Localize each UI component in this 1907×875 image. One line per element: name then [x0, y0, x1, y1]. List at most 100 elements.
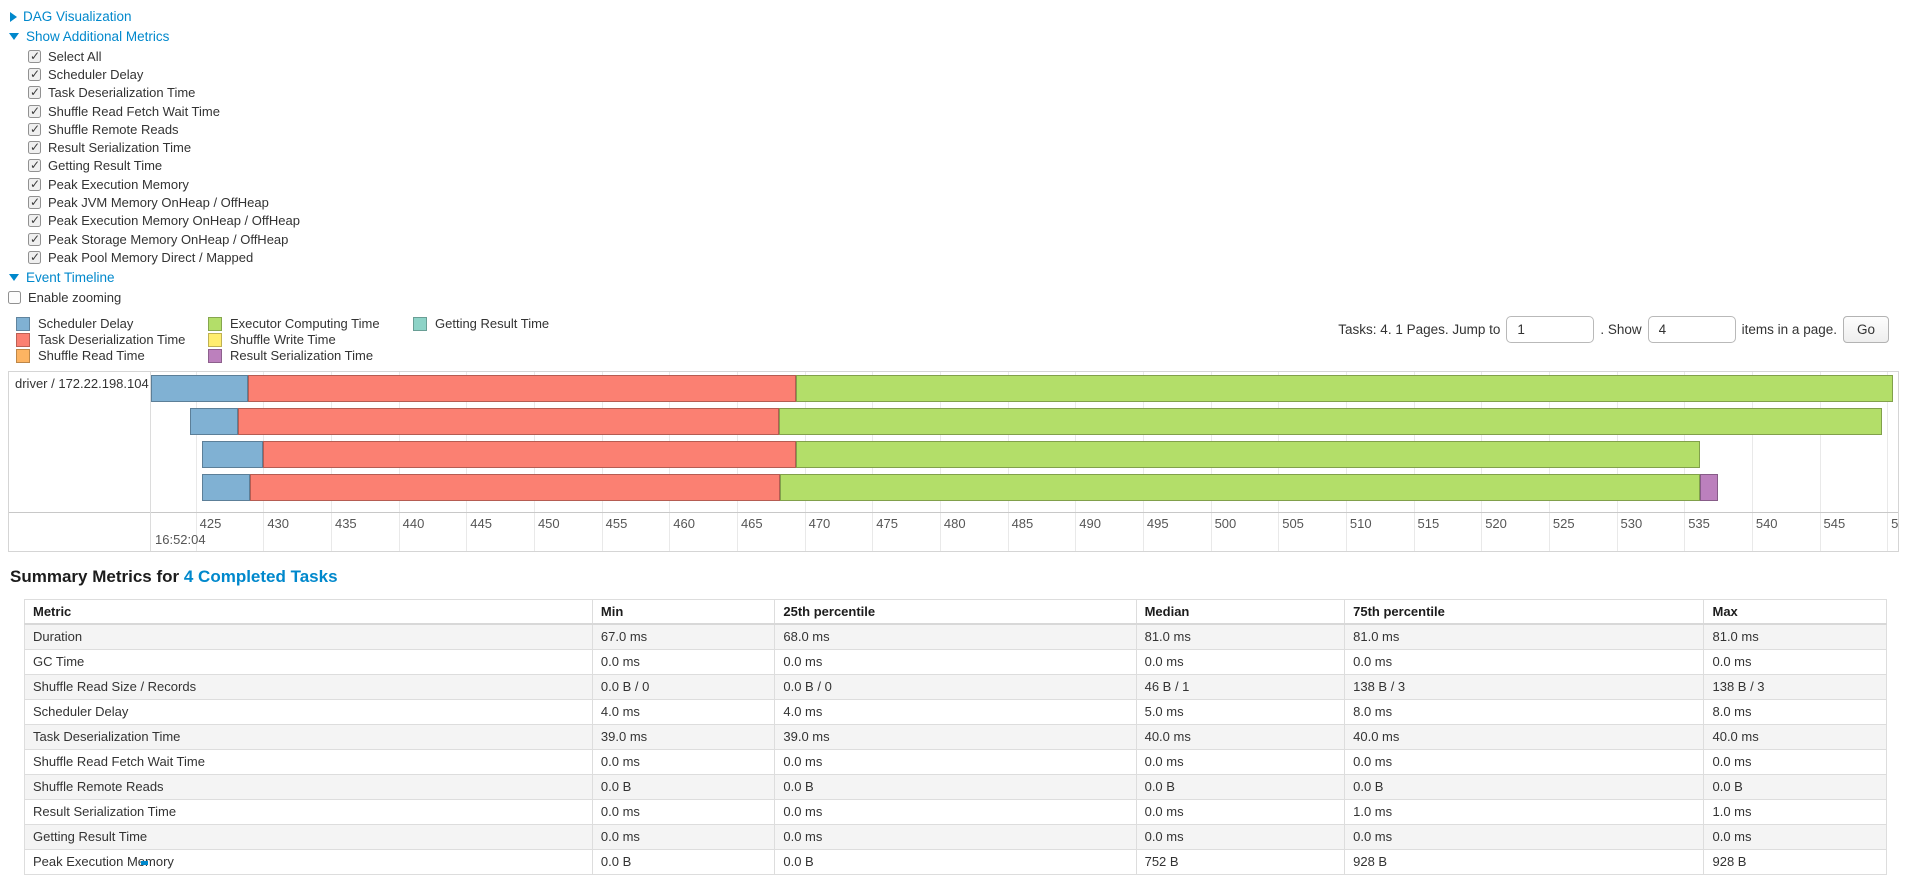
- collapsed-arrow-icon: [10, 11, 17, 22]
- metric-checkbox[interactable]: [28, 232, 41, 246]
- timeline-tick-label: 515: [1417, 515, 1440, 531]
- metric-checkbox-item[interactable]: Shuffle Remote Reads: [28, 120, 1899, 138]
- metric-checkbox-item[interactable]: Scheduler Delay: [28, 65, 1899, 83]
- task-bar-segment-result-serialization[interactable]: [1700, 473, 1718, 501]
- task-bar-segment-scheduler-delay[interactable]: [190, 407, 238, 435]
- metric-checkbox-item[interactable]: Getting Result Time: [28, 157, 1899, 175]
- table-cell: 0.0 B / 0: [774, 673, 1137, 700]
- table-row: Scheduler Delay 4.0 ms 4.0 ms 5.0 ms 8.0 ms 8…: [24, 698, 1887, 725]
- legend-swatch-icon: [208, 348, 222, 363]
- timeline-tick-label: 500: [1214, 515, 1237, 531]
- table-cell: 0.0 ms: [1344, 648, 1705, 675]
- table-cell: 0.0 ms: [591, 823, 776, 850]
- metric-checkbox-item[interactable]: Peak JVM Memory OnHeap / OffHeap: [28, 193, 1899, 211]
- timeline-gridline: [1751, 371, 1753, 551]
- metric-checkbox-label: Shuffle Remote Reads: [48, 121, 179, 137]
- metric-checkbox[interactable]: [28, 122, 41, 136]
- metric-checkbox-label: Select All: [48, 48, 102, 64]
- metric-checkbox-item[interactable]: Select All: [28, 47, 1899, 65]
- metric-checkbox[interactable]: [28, 177, 41, 191]
- event-timeline-link[interactable]: Event Timeline: [26, 269, 115, 285]
- table-cell: 0.0 ms: [1344, 748, 1705, 775]
- metric-checkbox-label: Peak Storage Memory OnHeap / OffHeap: [48, 231, 289, 247]
- enable-zooming-row: Enable zooming: [8, 289, 1899, 307]
- timeline-tick-label: 450: [537, 515, 560, 531]
- metric-checkbox[interactable]: [28, 49, 41, 63]
- metric-checkbox[interactable]: [28, 85, 41, 100]
- timeline-tick-label: 435: [334, 515, 357, 531]
- metric-checkbox-label: Scheduler Delay: [48, 66, 144, 82]
- task-pagination: Tasks: 4. 1 Pages. Jump to . Show items …: [1338, 315, 1889, 343]
- pagination-prefix-text: Tasks: 4. 1 Pages. Jump to: [1338, 321, 1501, 337]
- legend-label: Shuffle Read Time: [38, 348, 145, 364]
- table-row: Result Serialization Time 0.0 ms 0.0 ms 0.0…: [24, 798, 1887, 825]
- show-additional-metrics-toggle[interactable]: Show Additional Metrics: [8, 27, 1899, 46]
- metric-checkbox-label: Peak Execution Memory OnHeap / OffHeap: [48, 213, 300, 229]
- table-row: Duration 67.0 ms 68.0 ms 81.0 ms 81.0 ms 81.0…: [24, 623, 1887, 650]
- timeline-axis-line: [9, 511, 1898, 513]
- metric-checkbox[interactable]: [28, 158, 41, 173]
- timeline-tick-label: 490: [1079, 515, 1101, 531]
- table-cell: 0.0 B: [1344, 773, 1705, 800]
- legend-pagination-row: Scheduler Delay Task Deserialization Time…: [8, 315, 1899, 364]
- task-bar-segment-executor-computing[interactable]: [796, 374, 1893, 402]
- task-bar-segment-executor-computing[interactable]: [796, 440, 1701, 468]
- legend-item: Result Serialization Time: [208, 348, 413, 364]
- metric-checkbox[interactable]: [28, 67, 41, 81]
- table-cell: Shuffle Read Size / Records: [24, 673, 593, 700]
- table-row: Shuffle Remote Reads 0.0 B 0.0 B 0.0 B 0.0 B…: [24, 773, 1887, 800]
- task-bar-segment-task-deserialization[interactable]: [237, 407, 779, 435]
- metric-checkbox-item[interactable]: Shuffle Read Fetch Wait Time: [28, 102, 1899, 120]
- go-button[interactable]: Go: [1842, 315, 1889, 343]
- event-timeline-toggle[interactable]: Event Timeline: [8, 268, 1899, 287]
- metric-checkbox-item[interactable]: Peak Execution Memory: [28, 175, 1899, 193]
- timeline-tick-label: 475: [876, 515, 898, 531]
- task-bar-segment-task-deserialization[interactable]: [248, 374, 797, 402]
- show-additional-metrics-link[interactable]: Show Additional Metrics: [26, 29, 170, 44]
- table-cell: 0.0 ms: [1344, 823, 1705, 850]
- task-bar-segment-scheduler-delay[interactable]: [202, 473, 250, 501]
- table-cell: 0.0 ms: [1703, 748, 1887, 775]
- table-cell: 0.0 ms: [774, 648, 1137, 675]
- table-cell: 0.0 ms: [591, 748, 776, 775]
- table-cell: Peak Execution Memory: [24, 848, 593, 875]
- task-bar-segment-task-deserialization[interactable]: [249, 473, 781, 501]
- jump-to-page-input[interactable]: [1506, 315, 1595, 343]
- legend-swatch-icon: [208, 332, 222, 347]
- timeline-tick-label: 485: [1011, 515, 1034, 531]
- metric-checkbox-item[interactable]: Peak Execution Memory OnHeap / OffHeap: [28, 212, 1899, 230]
- metric-checkbox[interactable]: [28, 104, 41, 118]
- task-bar-segment-task-deserialization[interactable]: [263, 440, 797, 468]
- metric-checkbox-item[interactable]: Peak Pool Memory Direct / Mapped: [28, 248, 1899, 266]
- table-cell: Shuffle Remote Reads: [24, 773, 593, 800]
- metric-checkbox-item[interactable]: Peak Storage Memory OnHeap / OffHeap: [28, 230, 1899, 248]
- table-cell: 8.0 ms: [1703, 698, 1887, 725]
- items-per-page-input[interactable]: [1647, 315, 1736, 343]
- metric-checkbox-item[interactable]: Result Serialization Time: [28, 138, 1899, 156]
- dag-visualization-toggle[interactable]: DAG Visualization: [8, 7, 1899, 26]
- table-cell: 81.0 ms: [1344, 623, 1705, 650]
- task-bar-segment-executor-computing[interactable]: [780, 473, 1701, 501]
- table-row: Shuffle Read Fetch Wait Time 0.0 ms 0.0 ms…: [24, 748, 1887, 775]
- table-cell: 0.0 B: [591, 773, 776, 800]
- metric-checkbox-item[interactable]: Task Deserialization Time: [28, 84, 1899, 102]
- table-cell: Duration: [24, 623, 593, 650]
- completed-tasks-link[interactable]: 4 Completed Tasks: [183, 566, 338, 586]
- metric-checkbox[interactable]: [28, 250, 41, 264]
- metric-checkbox[interactable]: [28, 213, 41, 228]
- timeline-tick-label: 440: [402, 515, 425, 531]
- legend-label: Shuffle Write Time: [230, 332, 336, 348]
- task-bar-segment-scheduler-delay[interactable]: [202, 440, 264, 468]
- task-bar-segment-executor-computing[interactable]: [778, 407, 1882, 435]
- task-bar-segment-scheduler-delay[interactable]: [151, 374, 249, 402]
- timeline-gridline: [1819, 371, 1821, 551]
- table-cell: 928 B: [1344, 848, 1705, 875]
- summary-metrics-table: Metric Min 25th percentile Median 75th perce…: [24, 598, 1887, 875]
- timeline-gridline: [1887, 371, 1889, 551]
- metric-checkbox[interactable]: [28, 140, 41, 155]
- metric-checkbox[interactable]: [28, 195, 41, 210]
- next-section-arrow-partial[interactable]: [141, 861, 148, 865]
- enable-zooming-checkbox[interactable]: [8, 291, 21, 305]
- table-cell: 81.0 ms: [1703, 623, 1887, 650]
- dag-visualization-link[interactable]: DAG Visualization: [23, 9, 132, 24]
